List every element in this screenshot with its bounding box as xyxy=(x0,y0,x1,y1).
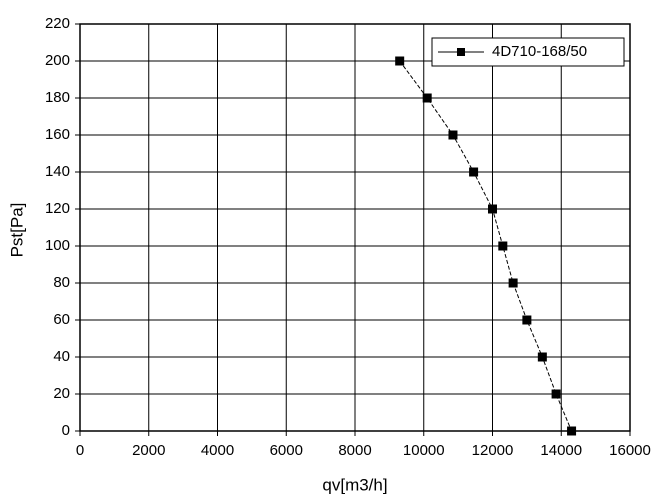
point xyxy=(522,315,532,325)
y-tick-label: 100 xyxy=(45,237,70,254)
y-tick-label: 220 xyxy=(45,15,70,32)
y-tick-label: 20 xyxy=(53,385,70,402)
y-tick-label: 0 xyxy=(62,422,70,439)
y-tick-label: 80 xyxy=(53,274,70,291)
x-tick-label: 8000 xyxy=(338,442,371,459)
x-tick-label: 4000 xyxy=(201,442,234,459)
x-tick-label: 2000 xyxy=(132,442,165,459)
point xyxy=(395,56,405,66)
point xyxy=(498,241,508,251)
x-tick-label: 6000 xyxy=(270,442,303,459)
point xyxy=(508,278,518,288)
y-tick-label: 40 xyxy=(53,348,70,365)
point xyxy=(448,130,458,140)
x-tick-label: 12000 xyxy=(472,442,514,459)
y-tick-label: 120 xyxy=(45,200,70,217)
y-tick-label: 140 xyxy=(45,163,70,180)
x-tick-label: 16000 xyxy=(609,442,651,459)
y-tick-label: 180 xyxy=(45,89,70,106)
x-tick-label: 14000 xyxy=(540,442,582,459)
point xyxy=(537,352,547,362)
y-tick-label: 200 xyxy=(45,52,70,69)
x-tick-label: 0 xyxy=(76,442,84,459)
y-tick-label: 60 xyxy=(53,311,70,328)
point xyxy=(469,167,479,177)
y-tick-label: 160 xyxy=(45,126,70,143)
point xyxy=(551,389,561,399)
legend-label: 4D710-168/50 xyxy=(492,43,587,60)
x-axis-title: qv[m3/h] xyxy=(322,475,387,494)
point xyxy=(567,426,577,436)
legend-marker xyxy=(457,48,465,56)
y-axis-title: Pst[Pa] xyxy=(7,203,26,258)
point xyxy=(488,204,497,214)
x-tick-label: 10000 xyxy=(403,442,445,459)
point xyxy=(422,93,432,103)
